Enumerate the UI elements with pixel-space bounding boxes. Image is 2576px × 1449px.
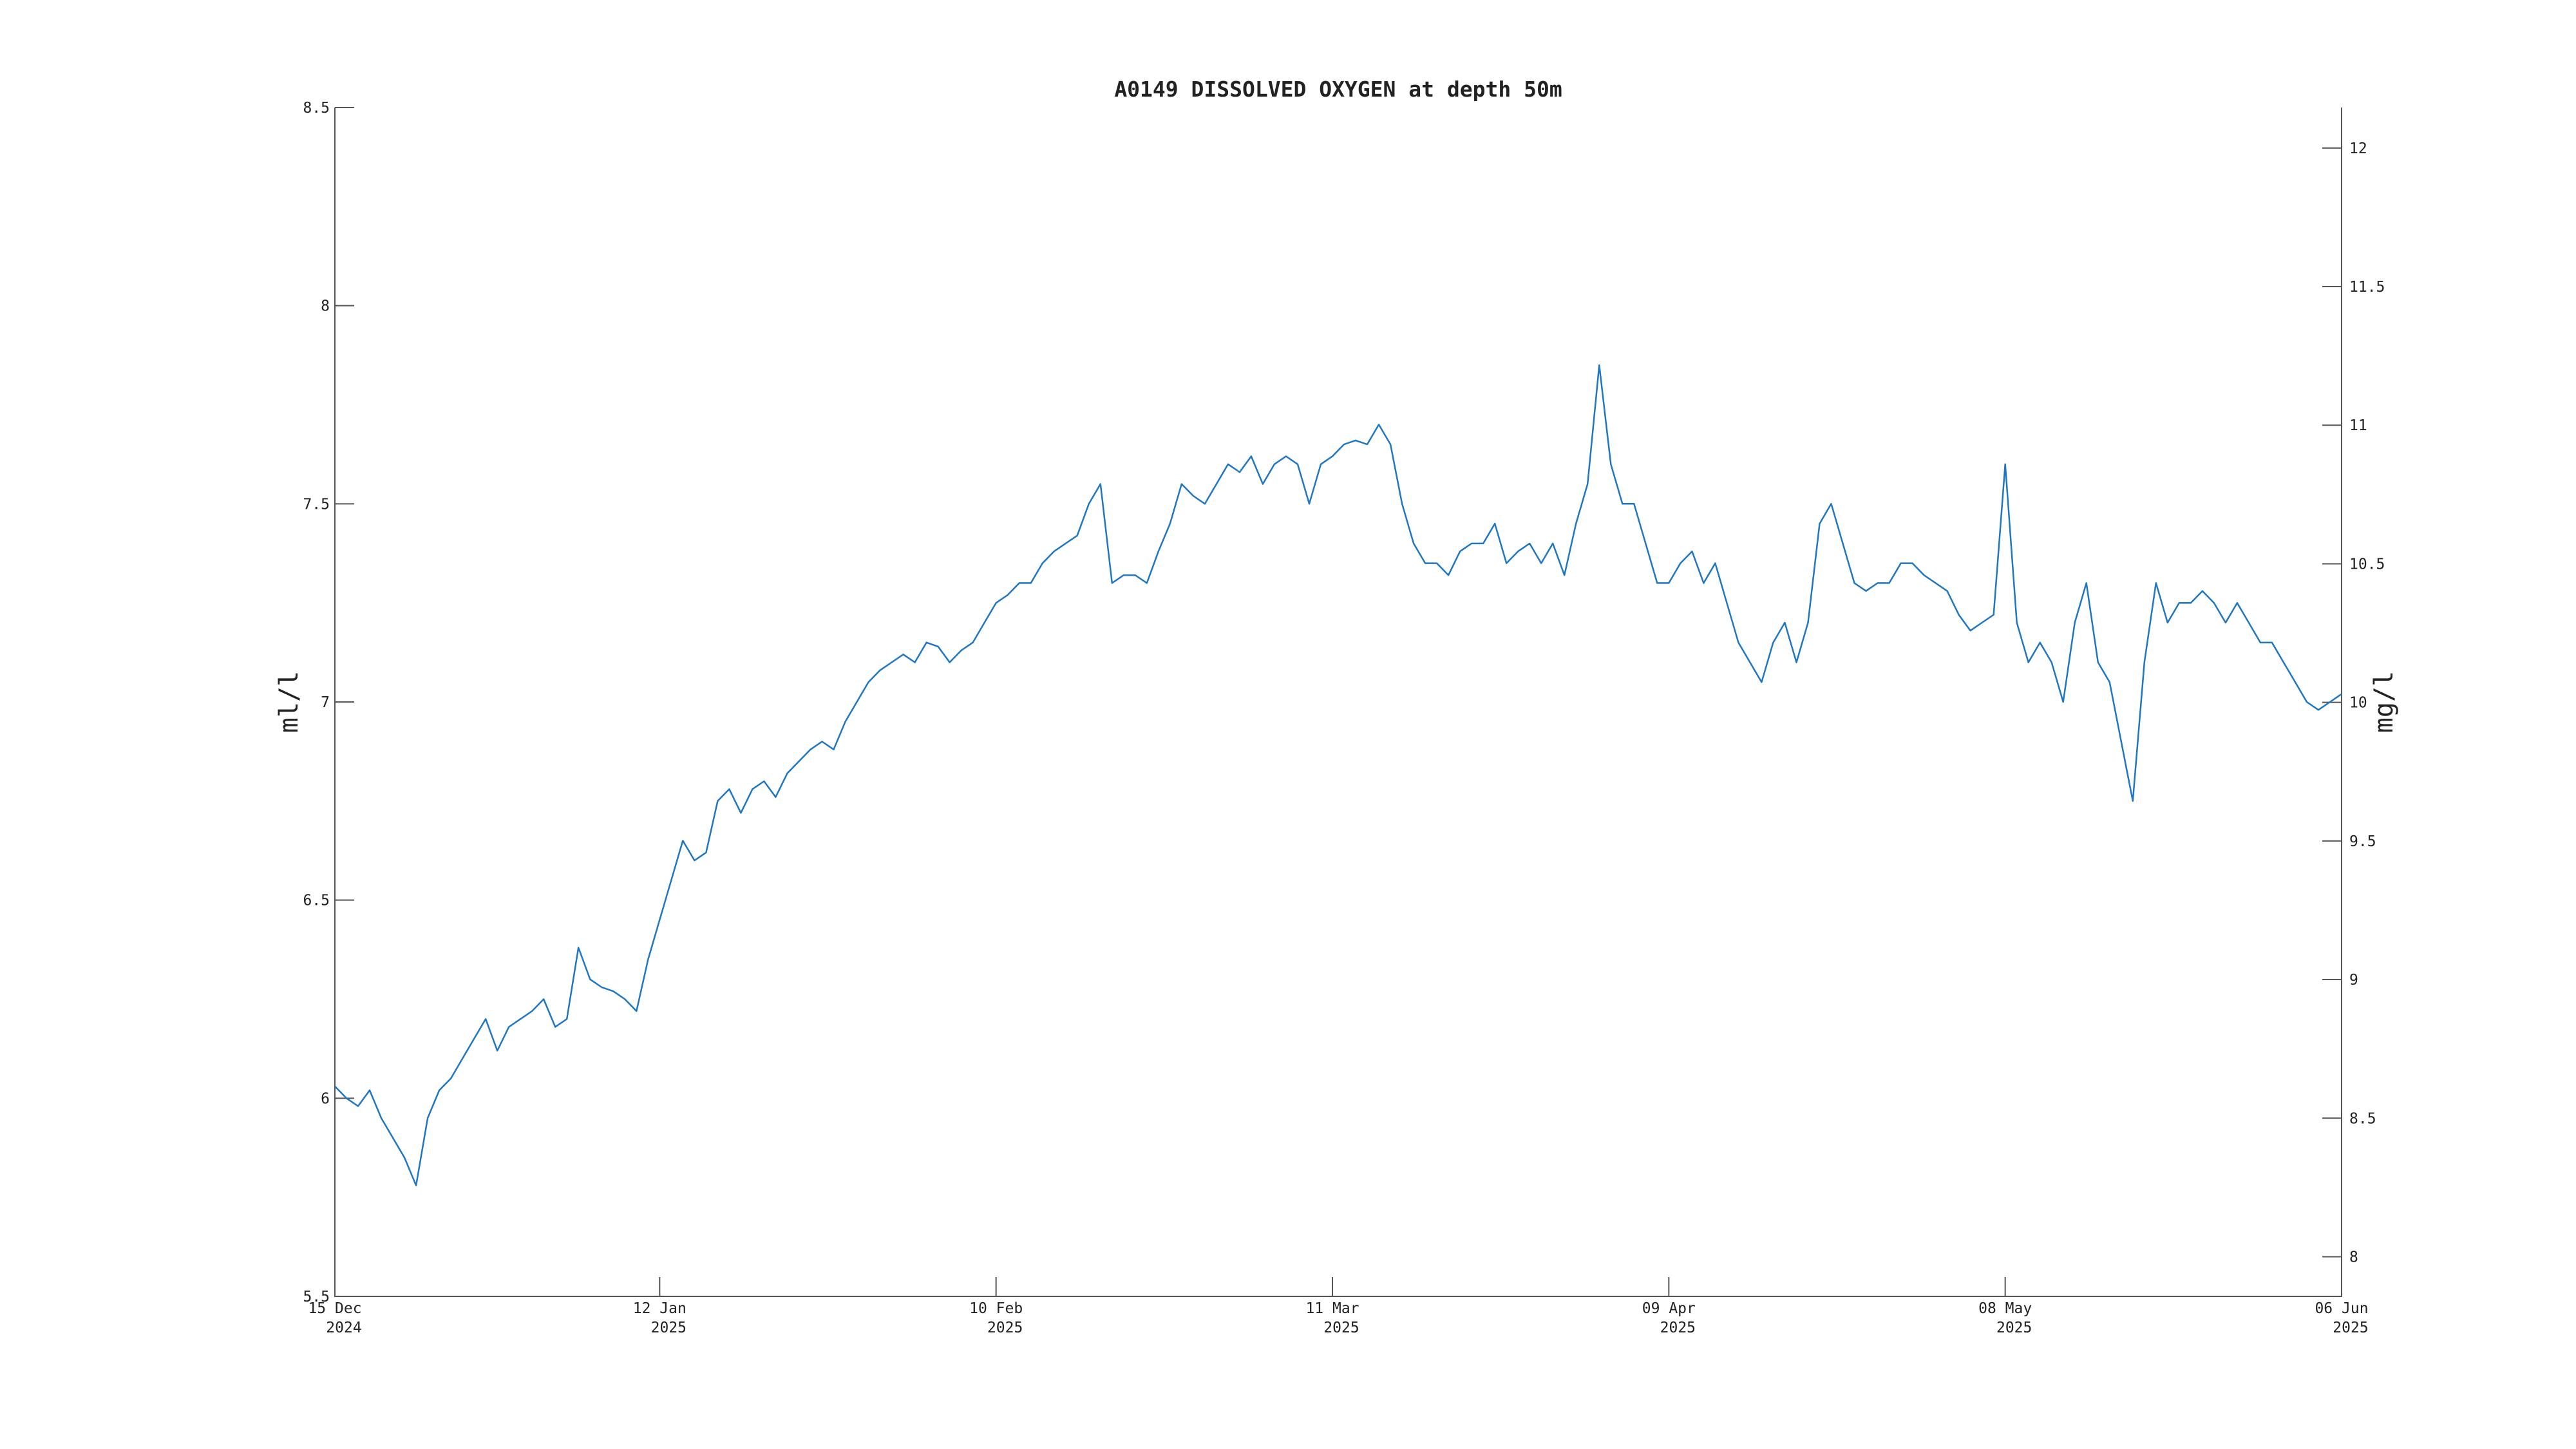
y2-tick-label: 10.5 (2349, 556, 2385, 573)
y2-tick-label: 11 (2349, 417, 2367, 434)
y2-tick-label: 8.5 (2349, 1110, 2376, 1127)
y-tick-label: 7.5 (303, 496, 330, 513)
x-tick-label-line: 2025 (1323, 1320, 1359, 1336)
axes-frame (334, 108, 2342, 1297)
x-tick-label-line: 2025 (1660, 1320, 1696, 1336)
x-tick-label-line: 12 Jan (633, 1300, 687, 1317)
x-tick-label: 11 Mar 2025 (1305, 1300, 1359, 1336)
y2-tick-label: 9.5 (2349, 833, 2376, 850)
y-tick-label: 7 (321, 694, 330, 711)
x-tick-label: 09 Apr 2025 (1642, 1300, 1696, 1336)
y-tick-label: 6 (321, 1090, 330, 1107)
y2-axis-label: mg/l (2369, 671, 2399, 733)
chart-title: A0149 DISSOLVED OXYGEN at depth 50m (1114, 77, 1562, 102)
data-line (334, 364, 2342, 1186)
x-tick-label-line: 2025 (2333, 1320, 2368, 1336)
x-tick-label: 06 Jun 2025 (2315, 1300, 2368, 1336)
x-tick-label-line: 2025 (1996, 1320, 2032, 1336)
y-tick-label: 5.5 (303, 1289, 330, 1305)
x-tick-label-line: 2024 (326, 1320, 361, 1336)
y2-tick-label: 8 (2349, 1249, 2358, 1265)
x-tick-label: 15 Dec 2024 (308, 1300, 361, 1336)
x-tick-label: 08 May 2025 (1978, 1300, 2032, 1336)
y-axis-label: ml/l (274, 671, 304, 733)
x-tick-label-line: 06 Jun (2315, 1300, 2368, 1317)
y2-tick-label: 10 (2349, 695, 2367, 712)
x-tick-label: 10 Feb 2025 (969, 1300, 1023, 1336)
y2-tick-label: 12 (2349, 140, 2367, 157)
x-tick-label-line: 11 Mar (1305, 1300, 1359, 1317)
x-tick-label-line: 15 Dec (308, 1300, 361, 1317)
x-tick-label-line: 2025 (651, 1320, 687, 1336)
y2-tick-label: 11.5 (2349, 279, 2385, 296)
y-tick-label: 8.5 (303, 100, 330, 117)
y2-tick-label: 9 (2349, 972, 2358, 989)
x-tick-label-line: 2025 (987, 1320, 1023, 1336)
y-tick-label: 8 (321, 298, 330, 315)
x-tick-label-line: 10 Feb (969, 1300, 1023, 1317)
y-tick-label: 6.5 (303, 893, 330, 909)
x-tick-label-line: 08 May (1978, 1300, 2032, 1317)
x-tick-label-line: 09 Apr (1642, 1300, 1696, 1317)
x-tick-label: 12 Jan 2025 (633, 1300, 687, 1336)
